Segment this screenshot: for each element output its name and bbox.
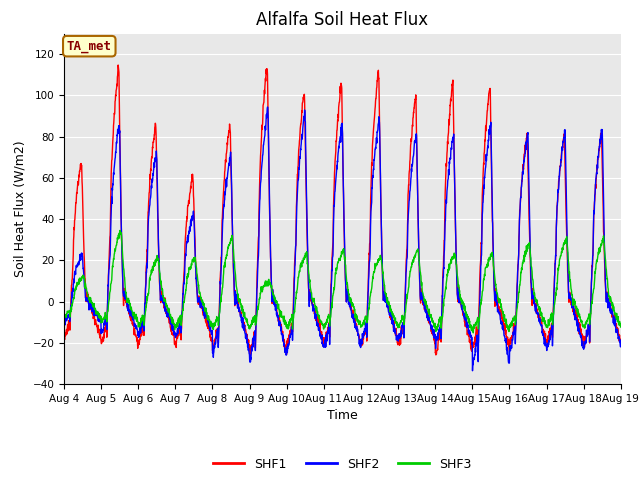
Y-axis label: Soil Heat Flux (W/m2): Soil Heat Flux (W/m2) [14, 141, 27, 277]
SHF1 [216, 294, 223, 300]
SHF1 [371, 106, 379, 112]
SHF2 [359, 335, 367, 341]
SHF2 [617, 339, 625, 345]
SHF2 [216, 312, 223, 318]
SHF3 [584, 317, 591, 323]
SHF2 [584, 332, 591, 338]
X-axis label: Time: Time [327, 409, 358, 422]
Line: SHF2: SHF2 [64, 107, 621, 371]
SHF3 [505, 323, 513, 329]
SHF1 [359, 334, 367, 340]
SHF3 [470, 330, 477, 336]
SHF2 [60, 319, 68, 324]
SHF1 [568, 297, 576, 302]
SHF3 [617, 324, 625, 330]
Text: TA_met: TA_met [67, 40, 112, 53]
Title: Alfalfa Soil Heat Flux: Alfalfa Soil Heat Flux [257, 11, 428, 29]
Line: SHF3: SHF3 [64, 230, 621, 333]
SHF2 [505, 360, 513, 366]
SHF3 [568, 292, 576, 298]
SHF1 [60, 336, 68, 342]
SHF3 [371, 264, 379, 270]
SHF1 [617, 341, 625, 347]
SHF1 [246, 352, 253, 358]
SHF2 [371, 151, 379, 157]
SHF3 [60, 313, 68, 319]
SHF2 [468, 368, 476, 373]
Line: SHF1: SHF1 [64, 65, 621, 355]
SHF1 [505, 341, 513, 347]
SHF3 [116, 228, 124, 233]
Legend: SHF1, SHF2, SHF3: SHF1, SHF2, SHF3 [208, 453, 477, 476]
SHF1 [115, 62, 122, 68]
SHF2 [264, 104, 271, 110]
SHF1 [584, 330, 591, 336]
SHF2 [568, 305, 576, 311]
SHF3 [359, 323, 367, 328]
SHF3 [216, 310, 223, 316]
